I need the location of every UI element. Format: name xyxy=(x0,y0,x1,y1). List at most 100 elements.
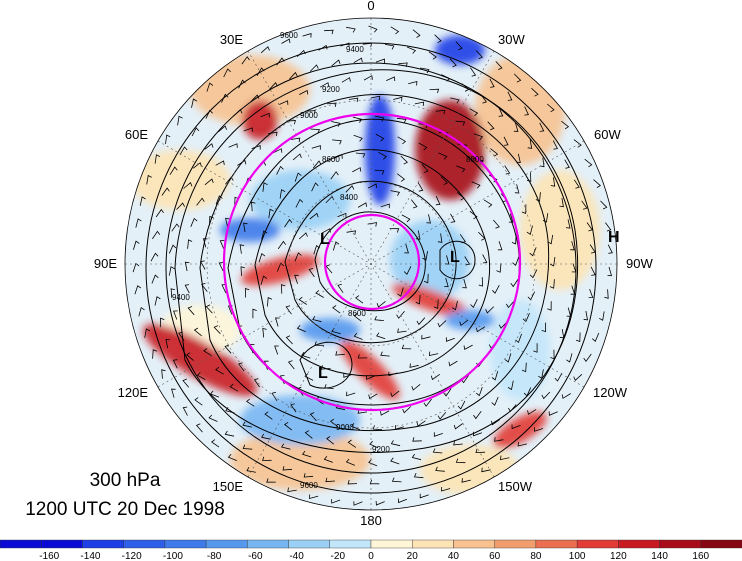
low-center-label: L xyxy=(450,249,460,266)
wind-barb xyxy=(280,284,286,294)
wind-barb xyxy=(571,263,577,273)
wind-barb xyxy=(357,354,368,359)
wind-barb xyxy=(134,285,142,295)
wind-barb xyxy=(242,444,253,450)
wind-barb xyxy=(264,411,273,420)
wind-barb xyxy=(570,285,576,295)
wind-barb xyxy=(345,185,355,193)
wind-barb xyxy=(241,56,250,65)
wind-barb xyxy=(535,192,541,202)
wind-barb xyxy=(308,268,315,278)
wind-barb xyxy=(276,165,284,175)
wind-barb xyxy=(170,288,176,298)
wind-barb xyxy=(204,143,214,150)
colorbar-tick-label: -40 xyxy=(289,551,304,561)
lon-label-30e: 30E xyxy=(220,32,243,47)
wind-barb xyxy=(275,317,280,327)
wind-barb xyxy=(473,431,483,437)
lon-label-60w: 60W xyxy=(594,127,621,142)
wind-barb xyxy=(372,425,383,430)
wind-barb xyxy=(203,348,212,357)
contour-label: 9200 xyxy=(322,85,340,94)
wind-barb xyxy=(350,423,361,430)
wind-barb xyxy=(357,409,368,414)
wind-barb xyxy=(273,148,283,154)
wind-barb xyxy=(138,306,145,317)
colorbar-tick-label: -80 xyxy=(207,551,222,561)
colorbar-swatch xyxy=(370,539,413,549)
wind-barb xyxy=(192,162,202,169)
wind-barb xyxy=(260,46,270,54)
colorbar-swatch xyxy=(0,539,42,549)
wind-barb xyxy=(218,125,227,133)
colorbar-tick-label: 80 xyxy=(530,551,542,561)
wind-barb xyxy=(154,296,161,306)
wind-barb xyxy=(470,299,478,308)
wind-barb xyxy=(491,396,499,406)
wind-barb xyxy=(302,33,312,38)
wind-barb xyxy=(355,152,366,158)
colorbar-tick-label: 160 xyxy=(692,551,709,561)
wind-barb xyxy=(400,155,408,165)
wind-barb xyxy=(438,152,448,160)
colorbar-swatch xyxy=(412,539,454,549)
wind-barb xyxy=(133,240,140,250)
colorbar-swatch xyxy=(164,539,207,549)
wind-barb xyxy=(173,310,178,320)
wind-barb xyxy=(469,108,479,117)
wind-barb xyxy=(301,450,312,458)
wind-barb xyxy=(515,333,522,344)
wind-barb xyxy=(411,453,422,461)
wind-barb xyxy=(497,241,503,251)
lon-label-60e: 60E xyxy=(125,127,148,142)
wind-barb xyxy=(204,178,214,186)
wind-barb xyxy=(374,115,385,122)
wind-barb xyxy=(481,467,491,473)
wind-barb xyxy=(177,115,183,126)
wind-barb xyxy=(337,283,344,293)
wind-barb xyxy=(588,288,594,298)
wind-barb xyxy=(412,437,422,442)
wind-barb xyxy=(491,371,499,381)
wind-barb xyxy=(416,317,426,326)
wind-barb xyxy=(274,345,279,355)
wind-barb xyxy=(260,275,268,285)
wind-barb xyxy=(191,98,198,108)
wind-barb xyxy=(513,73,522,83)
wind-barb xyxy=(507,91,513,101)
wind-barb xyxy=(396,173,406,182)
colorbar-tick-label: 60 xyxy=(489,551,501,561)
wind-barb xyxy=(533,343,538,353)
wind-barb xyxy=(186,352,194,361)
wind-barb xyxy=(201,282,208,292)
colorbar-swatch xyxy=(329,539,372,549)
wind-barb xyxy=(304,373,314,381)
wind-barb xyxy=(554,373,563,382)
wind-barb xyxy=(346,230,356,235)
wind-barb xyxy=(311,145,321,150)
wind-barb xyxy=(549,256,556,267)
valid-time-label: 1200 UTC 20 Dec 1998 xyxy=(25,499,225,520)
wind-barb xyxy=(506,300,515,309)
wind-barb xyxy=(565,219,571,229)
wind-barb xyxy=(169,166,178,175)
contour-label: 9400 xyxy=(172,293,190,302)
wind-barb xyxy=(523,387,532,397)
wind-barb xyxy=(516,153,521,163)
wind-barb xyxy=(526,172,532,182)
wind-barb xyxy=(547,234,554,245)
wind-barb xyxy=(345,458,356,466)
wind-barb xyxy=(355,295,364,304)
wind-barb xyxy=(566,307,572,317)
wind-barb xyxy=(508,404,517,413)
wind-barb xyxy=(432,448,443,454)
contour-label: 8400 xyxy=(340,193,358,202)
wind-barb xyxy=(593,179,601,188)
lon-label-90w: 90W xyxy=(626,256,653,271)
wind-barb xyxy=(280,443,291,450)
wind-barb xyxy=(301,351,311,359)
wind-barb xyxy=(485,306,495,314)
wind-barb xyxy=(456,165,466,173)
colorbar-swatch xyxy=(82,539,124,549)
wind-barb xyxy=(378,151,387,160)
